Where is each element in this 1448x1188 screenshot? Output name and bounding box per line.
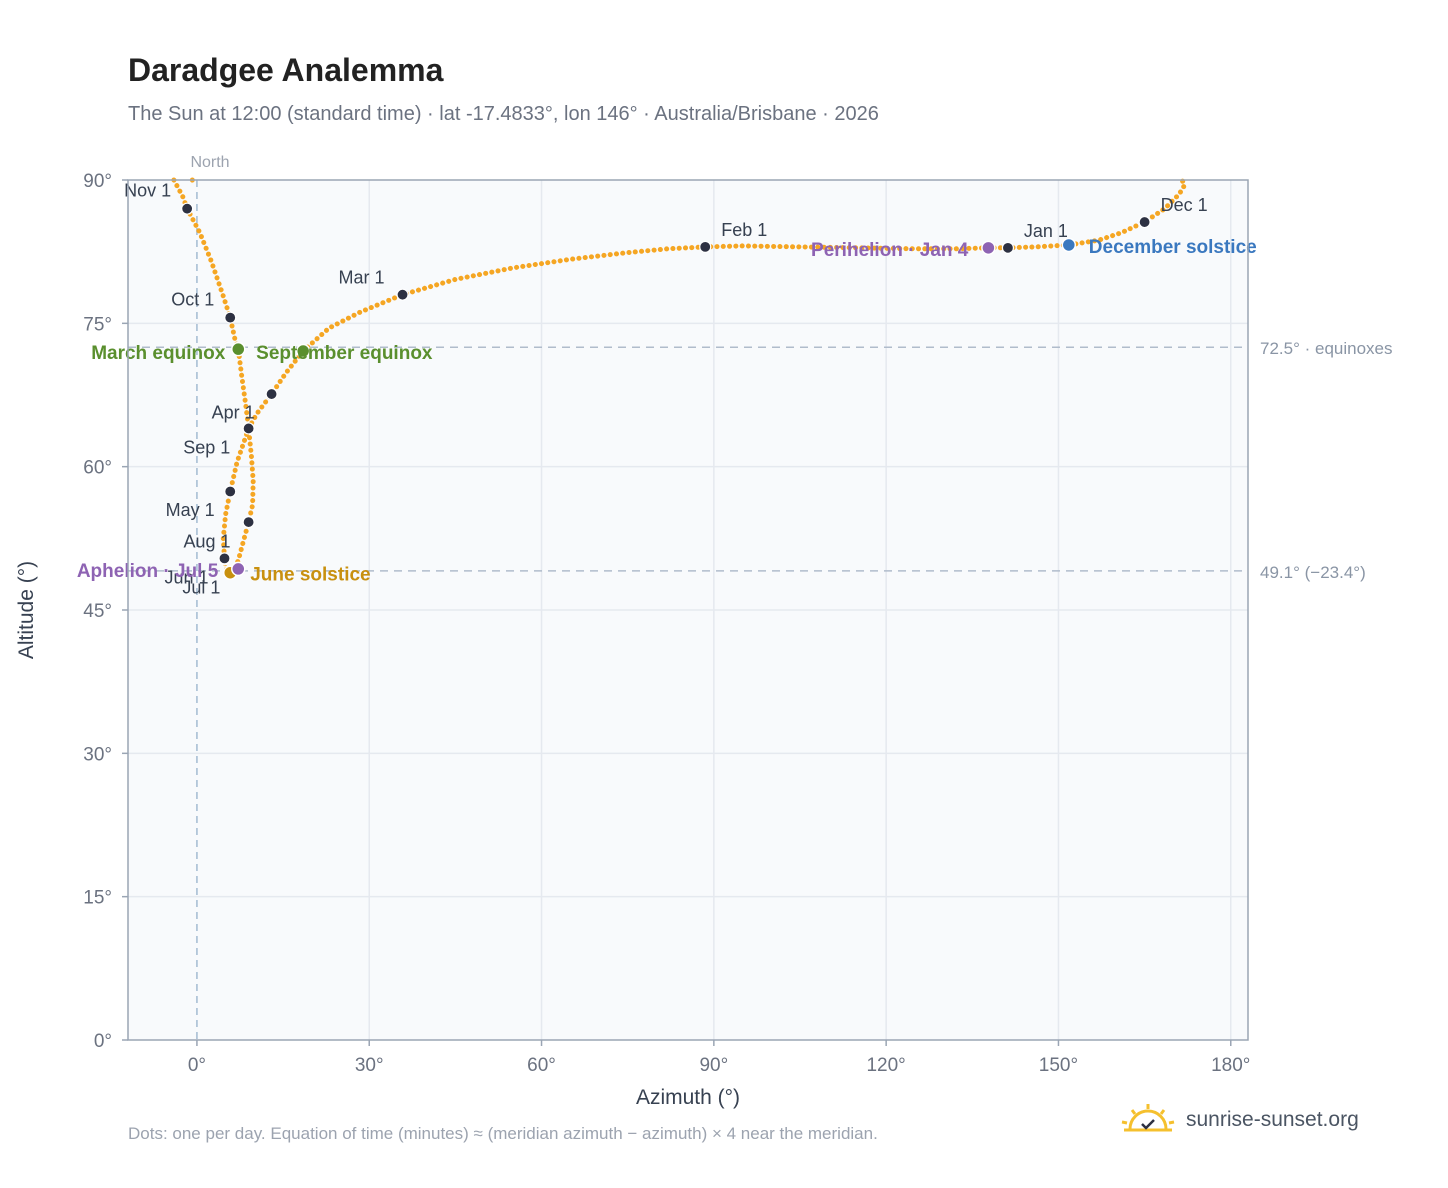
x-tick-label: 30° [355,1055,384,1076]
month-marker [1001,241,1015,254]
month-marker [1138,215,1151,229]
month-marker-label: Nov 1 [124,181,171,201]
reference-line-label: 72.5° · equinoxes [1260,339,1393,358]
month-marker-label: May 1 [166,500,215,520]
month-marker-label: Feb 1 [721,220,767,240]
month-marker-label: Apr 1 [212,402,255,422]
month-marker [699,240,712,253]
event-label: December solstice [1089,237,1257,258]
month-marker-label: Sep 1 [183,438,230,458]
month-marker [224,485,237,498]
y-tick-label: 90° [83,171,112,192]
month-marker [218,552,231,565]
event-marker [981,240,996,256]
event-label: March equinox [91,343,226,364]
y-axis-label: Altitude (°) [15,561,38,659]
x-tick-label: 150° [1039,1055,1078,1076]
month-marker [396,288,409,301]
footnote: Dots: one per day. Equation of time (min… [128,1124,878,1143]
date-marker [265,387,278,401]
event-markers: March equinox September equinox June solst… [77,237,1257,586]
y-tick-label: 15° [83,888,112,909]
reference-line-label: 49.1° (−23.4°) [1260,563,1366,582]
month-marker [242,422,255,435]
event-label: Perihelion · Jan 4 [811,240,969,261]
y-tick-label: 45° [83,601,112,622]
month-marker-label: Jun 1 [164,567,208,587]
x-tick-label: 60° [527,1055,556,1076]
event-label: September equinox [256,343,433,364]
event-label: Aphelion · Jul 5 [77,561,219,582]
event-marker [1061,237,1077,253]
event-marker [295,343,311,359]
sun-logo-icon [1121,1104,1175,1132]
month-marker [181,202,194,215]
x-axis-label: Azimuth (°) [636,1086,740,1109]
month-marker-label: Jan 1 [1024,221,1068,241]
month-marker-label: Mar 1 [339,268,385,288]
x-tick-label: 180° [1211,1055,1250,1076]
axis-ticks: 0° 30° 60° 90° 120° 150° 180° 0° 15° 30° 45° 60° 75°… [83,171,1250,1076]
month-marker [242,515,255,529]
event-label: June solstice [250,565,370,586]
y-tick-label: 75° [83,314,112,335]
reference-lines: 72.5° · equinoxes 49.1° (−23.4°) [128,180,1393,1040]
event-marker [231,561,246,577]
chart-subtitle: The Sun at 12:00 (standard time) · lat -… [128,103,879,125]
brand-name: sunrise-sunset.org [1186,1108,1359,1131]
y-tick-label: 0° [94,1031,112,1052]
grid-lines [128,180,1248,1040]
month-marker-label: Oct 1 [171,290,214,310]
x-tick-label: 90° [699,1055,728,1076]
month-marker-label: Dec 1 [1161,195,1208,215]
event-marker [231,341,246,357]
x-tick-label: 0° [188,1055,206,1076]
x-tick-label: 120° [866,1055,905,1076]
month-marker-label: Aug 1 [183,531,230,551]
chart-title: Daradgee Analemma [128,52,444,88]
y-tick-label: 30° [83,744,112,765]
month-marker [224,311,237,324]
month-marker-label: Jul 1 [182,578,220,598]
north-label: North [190,154,229,171]
brand[interactable]: sunrise-sunset.org [1120,1102,1359,1138]
analemma-daily-dots [171,177,1188,576]
y-tick-label: 60° [83,458,112,479]
